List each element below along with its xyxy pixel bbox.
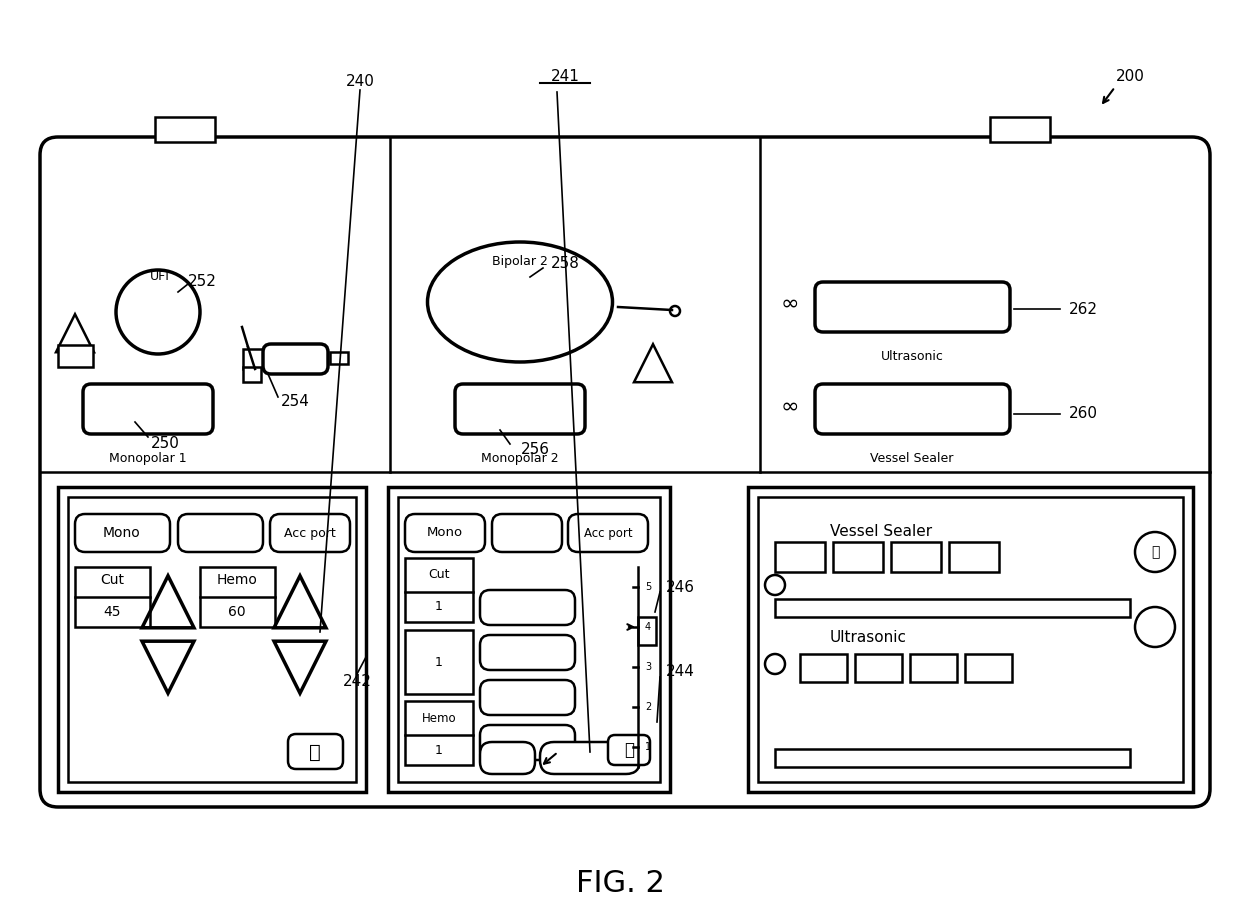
FancyBboxPatch shape xyxy=(815,282,1011,332)
Text: 1: 1 xyxy=(645,742,651,752)
Text: Monopolar 1: Monopolar 1 xyxy=(109,453,187,466)
Text: 252: 252 xyxy=(187,275,217,290)
Bar xyxy=(74,567,150,627)
Text: 242: 242 xyxy=(342,675,372,690)
Text: Vessel Sealer: Vessel Sealer xyxy=(830,525,932,539)
Text: Ultrasonic: Ultrasonic xyxy=(830,630,906,644)
Text: 240: 240 xyxy=(346,75,374,89)
Bar xyxy=(639,617,656,645)
Text: 246: 246 xyxy=(666,580,694,595)
Bar xyxy=(800,654,847,682)
Text: 1: 1 xyxy=(435,743,443,756)
Text: 200: 200 xyxy=(1116,69,1145,85)
Text: 241: 241 xyxy=(551,69,579,85)
Text: Monopolar 2: Monopolar 2 xyxy=(481,453,559,466)
Text: ∞: ∞ xyxy=(781,397,800,417)
FancyBboxPatch shape xyxy=(480,680,575,715)
Bar xyxy=(910,654,957,682)
FancyBboxPatch shape xyxy=(40,137,1210,807)
FancyBboxPatch shape xyxy=(480,590,575,625)
Text: Acc port: Acc port xyxy=(584,526,632,539)
Bar xyxy=(405,701,472,765)
Bar xyxy=(775,599,1130,617)
Bar xyxy=(833,542,883,572)
Bar xyxy=(892,542,941,572)
Text: 258: 258 xyxy=(551,256,579,271)
FancyBboxPatch shape xyxy=(83,384,213,434)
FancyBboxPatch shape xyxy=(480,725,575,760)
Text: FIG. 2: FIG. 2 xyxy=(575,869,665,899)
Bar xyxy=(398,497,660,782)
Bar xyxy=(155,117,215,142)
Bar xyxy=(775,542,825,572)
Text: ⏼: ⏼ xyxy=(1151,545,1159,559)
Bar xyxy=(330,352,348,364)
Text: Bipolar 2: Bipolar 2 xyxy=(492,255,548,268)
Text: Cut: Cut xyxy=(100,573,124,587)
Text: 250: 250 xyxy=(150,436,180,452)
Bar xyxy=(965,654,1012,682)
FancyBboxPatch shape xyxy=(288,734,343,769)
Text: Hemo: Hemo xyxy=(217,573,258,587)
Bar xyxy=(68,497,356,782)
Bar xyxy=(58,345,93,367)
Bar xyxy=(405,558,472,622)
Text: ⧮: ⧮ xyxy=(309,742,321,762)
Text: 262: 262 xyxy=(1069,301,1097,316)
Bar xyxy=(243,349,268,369)
FancyBboxPatch shape xyxy=(263,344,329,374)
Text: ∞: ∞ xyxy=(781,294,800,314)
Bar xyxy=(200,567,275,627)
FancyBboxPatch shape xyxy=(480,742,534,774)
Text: Mono: Mono xyxy=(427,526,463,539)
Bar xyxy=(58,487,366,792)
Text: Cut: Cut xyxy=(428,569,450,582)
Text: Ultrasonic: Ultrasonic xyxy=(880,350,944,363)
Text: 60: 60 xyxy=(228,605,246,619)
Text: Acc port: Acc port xyxy=(284,526,336,539)
Text: 2: 2 xyxy=(645,702,651,712)
Text: 256: 256 xyxy=(521,443,549,457)
Bar xyxy=(758,497,1183,782)
Bar xyxy=(775,749,1130,767)
FancyBboxPatch shape xyxy=(539,742,640,774)
Text: 1: 1 xyxy=(435,656,443,668)
Bar xyxy=(748,487,1193,792)
Text: 5: 5 xyxy=(645,582,651,592)
Text: 254: 254 xyxy=(280,395,310,409)
FancyBboxPatch shape xyxy=(608,735,650,765)
Text: ⧮: ⧮ xyxy=(624,741,634,759)
Text: Hemo: Hemo xyxy=(422,712,456,725)
Text: 260: 260 xyxy=(1069,407,1097,421)
Bar xyxy=(243,367,260,382)
Text: 45: 45 xyxy=(103,605,120,619)
Bar xyxy=(856,654,901,682)
Text: 3: 3 xyxy=(645,662,651,672)
FancyBboxPatch shape xyxy=(74,514,170,552)
Text: UFI: UFI xyxy=(150,270,170,283)
Bar xyxy=(949,542,999,572)
Text: Vessel Sealer: Vessel Sealer xyxy=(870,453,954,466)
Bar xyxy=(990,117,1050,142)
FancyBboxPatch shape xyxy=(815,384,1011,434)
FancyBboxPatch shape xyxy=(492,514,562,552)
FancyBboxPatch shape xyxy=(480,635,575,670)
Text: Mono: Mono xyxy=(103,526,141,540)
FancyBboxPatch shape xyxy=(568,514,649,552)
FancyBboxPatch shape xyxy=(455,384,585,434)
FancyBboxPatch shape xyxy=(405,514,485,552)
Text: 4: 4 xyxy=(645,622,651,632)
FancyBboxPatch shape xyxy=(179,514,263,552)
Text: 1: 1 xyxy=(435,600,443,613)
Bar xyxy=(405,630,472,694)
FancyBboxPatch shape xyxy=(270,514,350,552)
Bar xyxy=(388,487,670,792)
Text: 244: 244 xyxy=(666,665,694,680)
